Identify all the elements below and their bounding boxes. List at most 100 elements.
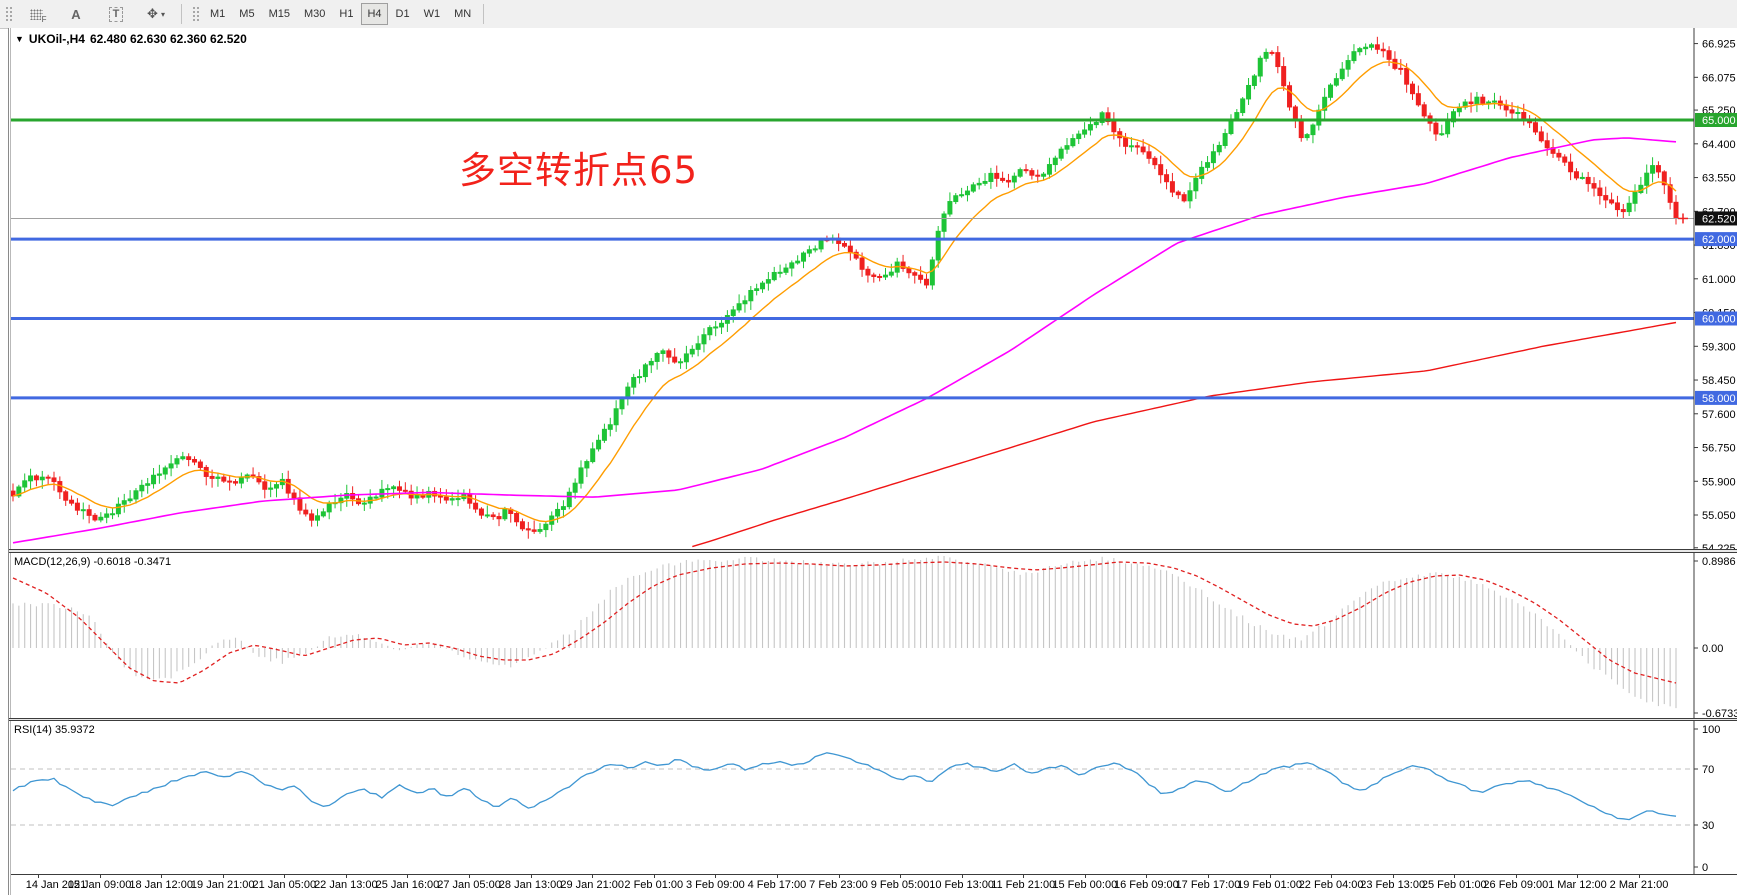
- bull-candle: [935, 230, 941, 261]
- bear-candle: [906, 267, 912, 274]
- bear-candle: [303, 509, 309, 515]
- time-axis-label: 19 Jan 21:00: [190, 879, 255, 891]
- chart-title: ▼ UKOil-,H4 62.480 62.630 62.360 62.520: [15, 32, 247, 46]
- bull-candle: [484, 514, 490, 517]
- bear-candle: [514, 512, 520, 523]
- rsi-indicator-label: RSI(14) 35.9372: [14, 724, 95, 736]
- bear-candle: [1661, 171, 1667, 186]
- time-axis-label: 3 Feb 09:00: [685, 879, 745, 891]
- bull-candle: [1316, 109, 1322, 126]
- bull-candle: [678, 361, 684, 364]
- arrow-objects-tool-button[interactable]: ✥ ▾: [137, 2, 175, 26]
- bull-candle: [385, 488, 391, 491]
- bull-candle: [1222, 133, 1228, 146]
- bull-candle: [953, 195, 959, 203]
- bull-candle: [572, 482, 578, 493]
- bull-candle: [156, 473, 162, 476]
- time-tick: [345, 875, 347, 878]
- bull-candle: [80, 509, 86, 512]
- bear-candle: [865, 268, 871, 276]
- timeframe-d1-button[interactable]: D1: [390, 3, 416, 25]
- bear-candle: [192, 459, 198, 463]
- bull-candle: [695, 343, 701, 350]
- bull-candle: [151, 474, 157, 485]
- bear-candle: [291, 492, 297, 499]
- bull-candle: [771, 271, 777, 281]
- rsi-chart-canvas[interactable]: 100 70 30 0: [11, 721, 1737, 874]
- bull-candle: [1310, 124, 1316, 136]
- bear-candle: [1152, 157, 1158, 166]
- bear-candle: [1146, 151, 1152, 159]
- bull-candle: [642, 364, 648, 378]
- bull-candle: [947, 201, 953, 215]
- chart-annotation-text[interactable]: 多空转折点65: [459, 149, 699, 192]
- bull-candle: [314, 515, 320, 521]
- bull-candle: [801, 252, 807, 262]
- bear-candle: [1111, 121, 1117, 133]
- bear-candle: [672, 356, 678, 363]
- bull-candle: [1515, 111, 1521, 114]
- cursor-arrow-tool-button[interactable]: A: [57, 2, 95, 26]
- timeframe-grip[interactable]: [191, 5, 199, 23]
- timeframe-m1-button[interactable]: M1: [204, 3, 231, 25]
- bear-candle: [1521, 111, 1527, 120]
- bull-candle: [560, 506, 566, 510]
- bear-candle: [297, 497, 303, 511]
- bear-candle: [1029, 170, 1035, 176]
- dropdown-caret-icon[interactable]: ▾: [160, 9, 165, 19]
- bull-candle: [1304, 134, 1310, 139]
- bear-candle: [51, 477, 57, 483]
- bear-candle: [666, 350, 672, 358]
- bear-candle: [478, 508, 484, 516]
- bull-candle: [1234, 112, 1240, 120]
- bear-candle: [1409, 83, 1415, 95]
- symbol-period-label: UKOil-,H4: [28, 32, 85, 46]
- time-axis-label: 15 Jan 09:00: [67, 879, 132, 891]
- bull-candle: [391, 486, 397, 490]
- time-tick: [900, 875, 902, 878]
- toolbar-grip[interactable]: [4, 5, 12, 23]
- timeframe-mn-button[interactable]: MN: [448, 3, 477, 25]
- macd-chart-canvas[interactable]: 0.8986 0.00 -0.6733: [11, 553, 1737, 718]
- bear-candle: [285, 478, 291, 494]
- panel-separator[interactable]: [9, 549, 1737, 553]
- timeframe-m30-button[interactable]: M30: [298, 3, 331, 25]
- timeframe-h1-button[interactable]: H1: [333, 3, 359, 25]
- time-tick: [653, 875, 655, 878]
- grid-tool-button[interactable]: F: [17, 2, 55, 26]
- price-axis-tick: 66.925: [1702, 39, 1736, 51]
- text-label-tool-button[interactable]: T: [97, 2, 135, 26]
- bull-candle: [1445, 121, 1451, 135]
- arrow-objects-icon: ✥: [147, 6, 158, 21]
- time-axis-label: 10 Feb 13:00: [929, 879, 995, 891]
- bull-candle: [584, 461, 590, 469]
- price-axis-tick: 59.300: [1702, 341, 1736, 353]
- bull-candle: [1070, 138, 1076, 147]
- bull-candle: [648, 360, 654, 366]
- bull-candle: [1011, 175, 1017, 183]
- time-tick: [1515, 875, 1517, 878]
- time-axis[interactable]: 14 Jan 2021 15 Jan 09:00 18 Jan 12:00 19 Ja…: [11, 874, 1737, 896]
- bull-candle: [104, 513, 110, 518]
- bear-candle: [350, 493, 356, 500]
- price-chart-canvas[interactable]: 66.92566.07565.25064.40063.55062.70061.8…: [11, 28, 1737, 549]
- bull-candle: [449, 498, 455, 501]
- bear-candle: [1673, 201, 1679, 219]
- time-axis-label: 2 Mar 21:00: [1609, 879, 1669, 891]
- timeframe-h4-button[interactable]: H4: [361, 3, 388, 25]
- bear-candle: [1568, 161, 1574, 173]
- time-axis-label: 19 Feb 01:00: [1237, 879, 1302, 891]
- arrow-letter-icon: A: [71, 6, 81, 22]
- bear-candle: [1591, 183, 1597, 189]
- timeframe-m5-button[interactable]: M5: [233, 3, 260, 25]
- time-tick: [407, 875, 409, 878]
- timeframe-m15-button[interactable]: M15: [263, 3, 296, 25]
- timeframe-w1-button[interactable]: W1: [418, 3, 447, 25]
- macd-axis-tick: -0.6733: [1702, 708, 1737, 718]
- bear-candle: [1532, 122, 1538, 133]
- price-axis-tick: 55.900: [1702, 476, 1736, 488]
- panel-separator[interactable]: [9, 718, 1737, 721]
- bull-candle: [1187, 190, 1193, 202]
- collapse-icon[interactable]: ▼: [15, 34, 24, 44]
- bear-candle: [1005, 179, 1011, 183]
